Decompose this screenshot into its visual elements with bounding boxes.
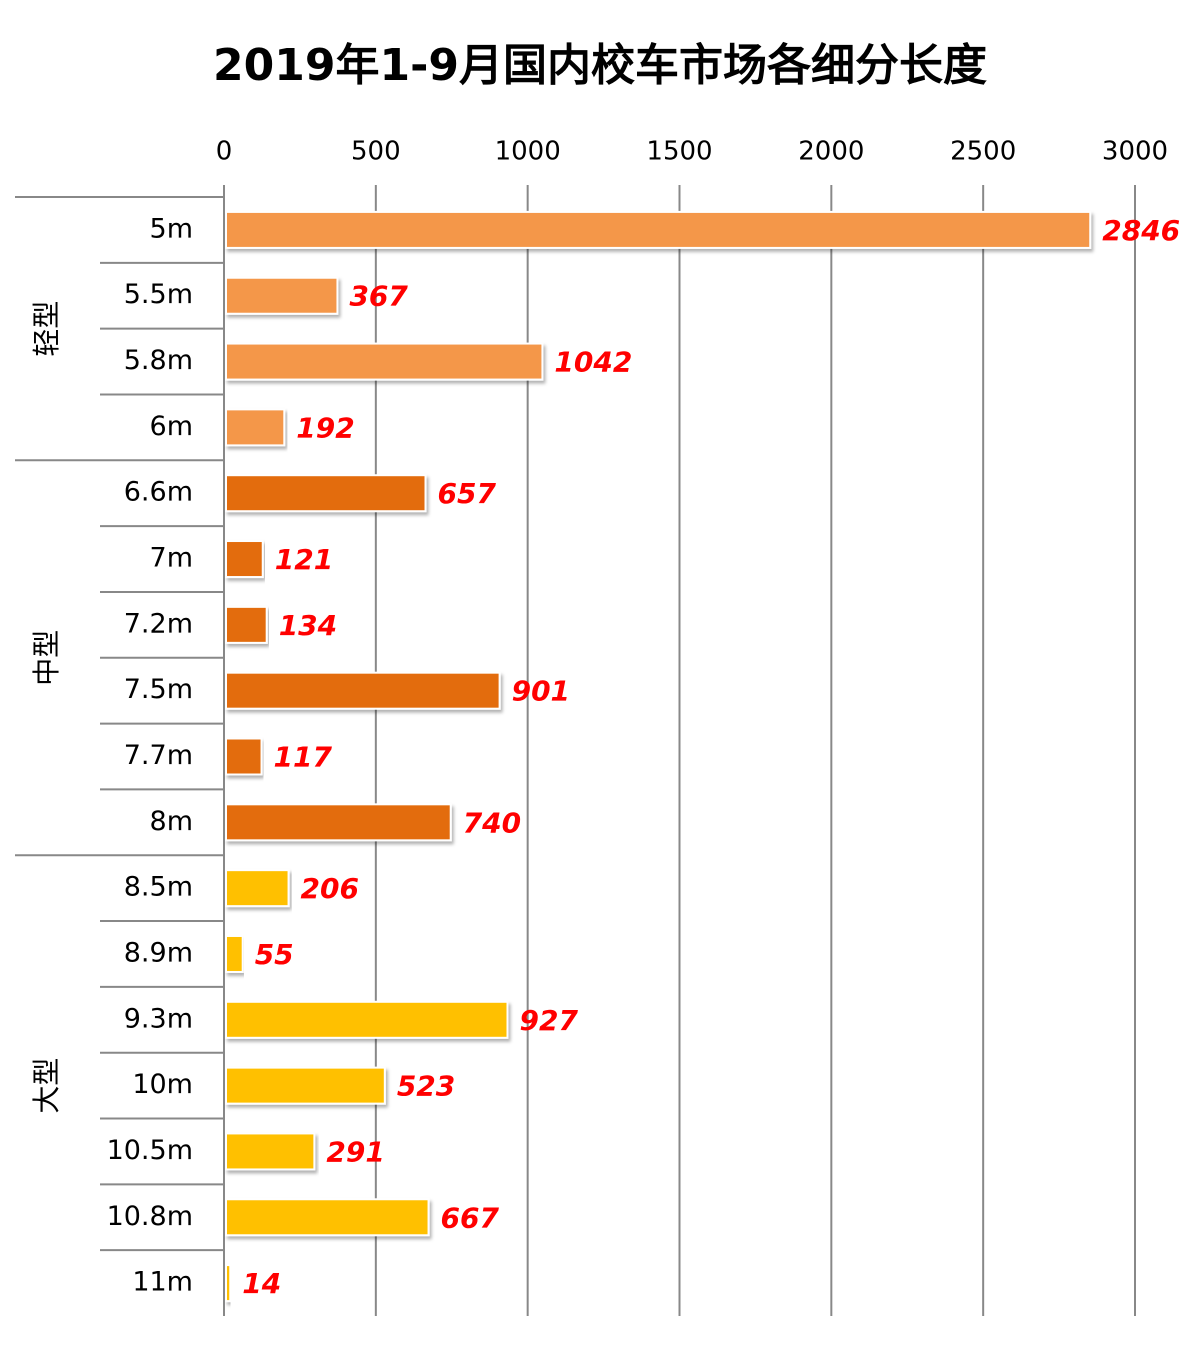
y-tick-label: 6.6m: [124, 477, 193, 508]
value-label: 291: [326, 1135, 384, 1168]
bar: [225, 671, 501, 710]
value-label: 206: [301, 872, 359, 905]
value-label: 14: [242, 1267, 281, 1300]
value-label: 667: [441, 1201, 500, 1234]
x-tick-label: 2500: [950, 137, 1016, 167]
y-tick-label: 5.8m: [124, 345, 193, 376]
bar: [225, 276, 339, 315]
y-tick-label: 10m: [132, 1069, 193, 1100]
group-label: 大型: [30, 1058, 63, 1114]
value-label: 55: [255, 938, 294, 971]
x-tick-label: 500: [351, 137, 401, 167]
bar: [225, 474, 427, 513]
bar: [225, 1000, 509, 1039]
x-tick-label: 1000: [495, 137, 561, 167]
bar: [225, 408, 286, 447]
y-tick-label: 10.8m: [107, 1201, 193, 1232]
bar: [225, 737, 263, 776]
x-tick-label: 0: [216, 137, 233, 167]
y-tick-label: 6m: [150, 411, 193, 442]
y-tick-label: 5m: [150, 213, 193, 244]
x-tick-label: 1500: [646, 137, 712, 167]
bar: [225, 540, 264, 579]
value-label: 523: [397, 1070, 455, 1103]
value-label: 367: [349, 280, 408, 313]
bar: [225, 1198, 430, 1237]
y-tick-label: 7.7m: [124, 740, 193, 771]
bar: [225, 605, 268, 644]
bar: [225, 1132, 316, 1171]
y-tick-label: 7.2m: [124, 608, 193, 639]
value-label: 1042: [554, 346, 632, 379]
y-tick-label: 7m: [150, 543, 193, 574]
bar: [225, 1264, 232, 1303]
value-label: 117: [274, 741, 333, 774]
bar: [225, 934, 244, 973]
y-tick-label: 5.5m: [124, 279, 193, 310]
group-label: 轻型: [30, 301, 63, 357]
group-label: 中型: [30, 630, 63, 686]
bar: [225, 1066, 386, 1105]
x-tick-label: 3000: [1102, 137, 1168, 167]
bar: [225, 210, 1092, 249]
value-label: 192: [296, 411, 354, 444]
value-label: 121: [275, 543, 333, 576]
y-tick-label: 9.3m: [124, 1003, 193, 1034]
y-tick-label: 8m: [150, 806, 193, 837]
bar: [225, 869, 290, 908]
y-tick-label: 7.5m: [124, 674, 193, 705]
bar: [225, 803, 452, 842]
x-tick-label: 2000: [798, 137, 864, 167]
value-label: 134: [279, 609, 337, 642]
value-label: 740: [463, 806, 521, 839]
y-tick-label: 10.5m: [107, 1135, 193, 1166]
value-label: 2846: [1102, 214, 1180, 247]
value-label: 927: [519, 1004, 578, 1037]
y-tick-label: 11m: [132, 1267, 193, 1298]
y-tick-label: 8.5m: [124, 872, 193, 903]
bar: [225, 342, 544, 381]
y-tick-label: 8.9m: [124, 937, 193, 968]
value-label: 901: [512, 675, 570, 708]
value-label: 657: [438, 477, 497, 510]
chart-title: 2019年1-9月国内校车市场各细分长度: [213, 40, 987, 91]
